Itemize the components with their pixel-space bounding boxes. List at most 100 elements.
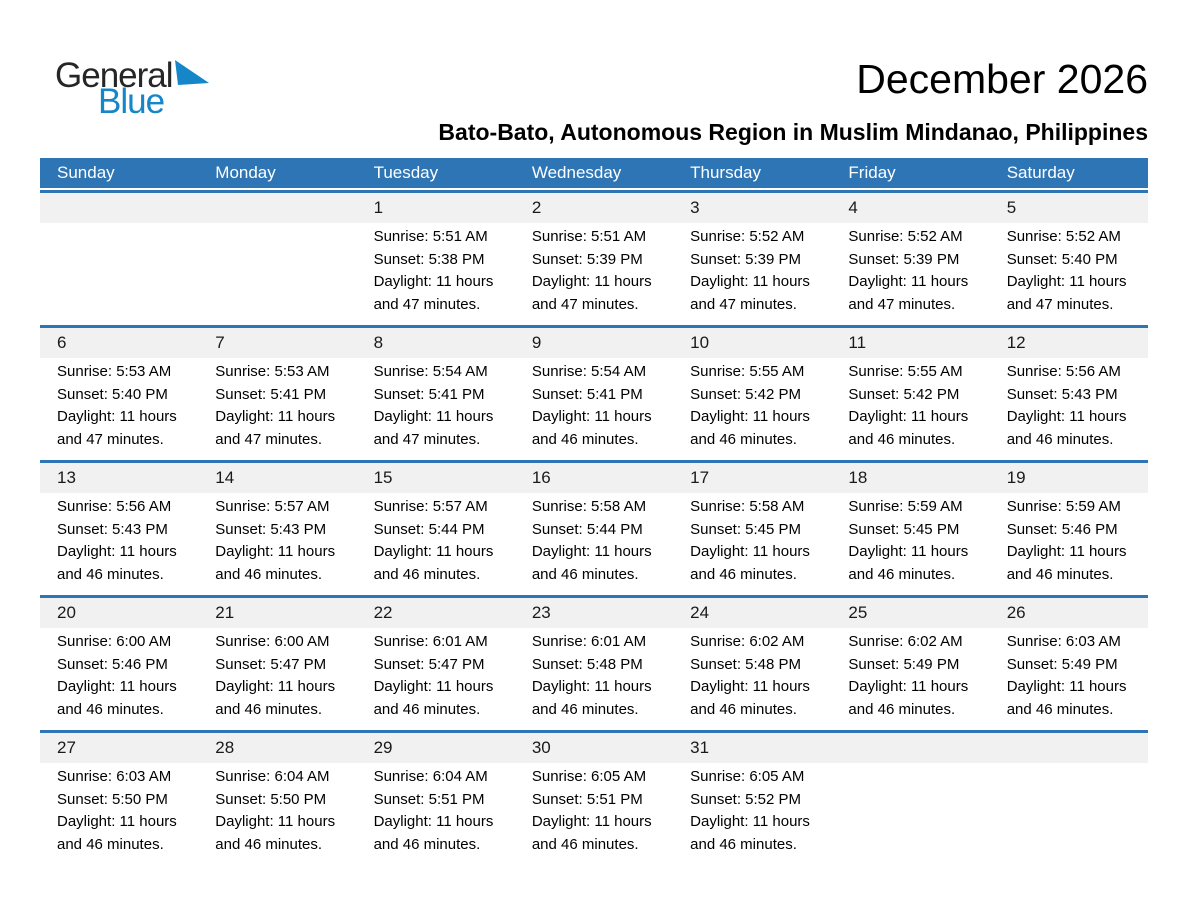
day-info-line: Sunset: 5:44 PM (531, 520, 643, 538)
day-number-17: 17 (690, 468, 710, 487)
day-cell-27: Sunrise: 6:03 AM Sunset: 5:50 PM Daylight:… (40, 763, 198, 865)
day-cell-1: Sunrise: 5:51 AM Sunset: 5:38 PM Daylight:… (357, 223, 515, 325)
day-info-line: and 46 minutes. (690, 835, 797, 853)
day-info-line: Sunset: 5:41 PM (373, 385, 485, 403)
day-info-line: and 47 minutes. (215, 430, 323, 448)
day-cell-3: Sunrise: 5:52 AM Sunset: 5:39 PM Daylight:… (673, 223, 831, 325)
day-info-line: Sunrise: 5:54 AM (531, 363, 647, 380)
week-row: 27 28 29 30 31 Sunrise: 6:03 AM Sunset: 5:50 P… (40, 730, 1148, 865)
day-info-line: Sunrise: 5:53 AM (215, 363, 330, 380)
day-info-row: Sunrise: 6:03 AM Sunset: 5:50 PM Daylight:… (40, 763, 1148, 865)
day-number-19: 19 (1006, 468, 1026, 487)
day-info-line: Sunrise: 6:05 AM (690, 768, 805, 785)
day-info-line: Sunset: 5:39 PM (848, 250, 960, 268)
day-info-line: Sunrise: 5:59 AM (848, 498, 963, 515)
day-number-empty (831, 733, 989, 763)
day-number-3: 3 (690, 198, 700, 217)
day-info-line: and 46 minutes. (690, 700, 797, 718)
day-number-26: 26 (1006, 603, 1026, 622)
logo-text-blue: Blue (98, 82, 165, 121)
day-info-line: and 47 minutes. (690, 295, 797, 313)
day-number-23: 23 (531, 603, 551, 622)
day-number-8: 8 (373, 333, 384, 352)
day-info-line: Sunset: 5:43 PM (215, 520, 327, 538)
day-info-line: Daylight: 11 hours (1006, 678, 1127, 695)
day-info-line: Daylight: 11 hours (215, 813, 336, 830)
day-number-9: 9 (531, 333, 542, 352)
day-info-line: Sunrise: 5:51 AM (531, 228, 647, 245)
day-cell-12: Sunrise: 5:56 AM Sunset: 5:43 PM Daylight:… (990, 358, 1148, 460)
day-cell-9: Sunrise: 5:54 AM Sunset: 5:41 PM Daylight:… (515, 358, 673, 460)
day-cell-31: Sunrise: 6:05 AM Sunset: 5:52 PM Daylight:… (673, 763, 831, 865)
day-cell-20: Sunrise: 6:00 AM Sunset: 5:46 PM Daylight:… (40, 628, 198, 730)
day-cell-5: Sunrise: 5:52 AM Sunset: 5:40 PM Daylight:… (990, 223, 1148, 325)
day-info-line: Sunrise: 5:58 AM (531, 498, 647, 515)
logo-text-general: General (55, 56, 174, 95)
day-info-line: and 46 minutes. (373, 565, 481, 583)
day-cell-23: Sunrise: 6:01 AM Sunset: 5:48 PM Daylight:… (515, 628, 673, 730)
day-info-line: Daylight: 11 hours (848, 273, 969, 290)
day-info-line: Daylight: 11 hours (215, 543, 336, 560)
day-info-line: Daylight: 11 hours (57, 813, 177, 830)
day-number-13: 13 (57, 468, 76, 487)
day-info-line: Daylight: 11 hours (215, 408, 336, 425)
day-info-line: and 46 minutes. (531, 835, 639, 853)
day-number-2: 2 (531, 198, 542, 217)
day-info-line: Sunset: 5:39 PM (690, 250, 802, 268)
day-info-line: and 47 minutes. (57, 430, 164, 448)
general-blue-logo: General Blue (55, 58, 209, 119)
day-number-29: 29 (373, 738, 393, 757)
day-info-line: Sunrise: 5:59 AM (1006, 498, 1121, 515)
day-number-31: 31 (690, 738, 710, 757)
day-info-line: and 46 minutes. (848, 430, 956, 448)
day-cell-24: Sunrise: 6:02 AM Sunset: 5:48 PM Daylight:… (673, 628, 831, 730)
day-info-line: and 47 minutes. (848, 295, 956, 313)
day-number-15: 15 (373, 468, 393, 487)
day-cell-15: Sunrise: 5:57 AM Sunset: 5:44 PM Daylight:… (357, 493, 515, 595)
day-info-line: Sunrise: 6:00 AM (57, 633, 172, 650)
day-info-line: Sunset: 5:49 PM (848, 655, 960, 673)
day-info-line: Daylight: 11 hours (848, 543, 969, 560)
day-info-line: Daylight: 11 hours (373, 543, 494, 560)
weekday-header-row: Sunday Monday Tuesday Wednesday Thursday Frid… (40, 158, 1148, 188)
day-info-row: Sunrise: 5:51 AM Sunset: 5:38 PM Daylight:… (40, 223, 1148, 325)
day-number-18: 18 (848, 468, 868, 487)
day-info-line: and 46 minutes. (1006, 700, 1114, 718)
day-number-22: 22 (373, 603, 393, 622)
day-cell-empty (40, 223, 198, 325)
day-info-line: and 47 minutes. (1006, 295, 1114, 313)
day-number-21: 21 (215, 603, 235, 622)
weekday-header-saturday: Saturday (1006, 163, 1075, 182)
week-row: 20 21 22 23 24 25 26 Sunrise: 6:00 AM Sunset: 5:… (40, 595, 1148, 730)
day-info-line: and 46 minutes. (848, 565, 956, 583)
day-info-line: Sunset: 5:38 PM (373, 250, 485, 268)
day-cell-28: Sunrise: 6:04 AM Sunset: 5:50 PM Daylight:… (198, 763, 356, 865)
day-info-line: and 46 minutes. (690, 565, 797, 583)
day-info-line: Daylight: 11 hours (848, 408, 969, 425)
day-info-line: Sunrise: 5:57 AM (373, 498, 488, 515)
day-info-line: Daylight: 11 hours (373, 813, 494, 830)
day-info-line: and 47 minutes. (531, 295, 639, 313)
day-number-27: 27 (57, 738, 76, 757)
day-info-line: Daylight: 11 hours (690, 543, 810, 560)
day-info-line: Daylight: 11 hours (531, 273, 652, 290)
day-info-line: and 46 minutes. (215, 835, 323, 853)
day-cell-14: Sunrise: 5:57 AM Sunset: 5:43 PM Daylight:… (198, 493, 356, 595)
day-info-line: and 46 minutes. (690, 430, 797, 448)
week-row: 1 2 3 4 5 Sunrise: 5:51 AM Sunset: 5:38 PM Dayl… (40, 190, 1148, 325)
day-info-line: Sunrise: 6:01 AM (373, 633, 488, 650)
day-info-line: Sunset: 5:46 PM (1006, 520, 1118, 538)
day-info-line: Sunset: 5:49 PM (1006, 655, 1118, 673)
day-info-line: Daylight: 11 hours (690, 273, 810, 290)
day-cell-empty (198, 223, 356, 325)
day-info-line: Sunrise: 6:04 AM (373, 768, 488, 785)
day-info-line: Sunset: 5:50 PM (215, 790, 327, 808)
day-cell-17: Sunrise: 5:58 AM Sunset: 5:45 PM Daylight:… (673, 493, 831, 595)
day-info-line: Daylight: 11 hours (531, 543, 652, 560)
day-info-line: Daylight: 11 hours (690, 678, 810, 695)
day-cell-25: Sunrise: 6:02 AM Sunset: 5:49 PM Daylight:… (831, 628, 989, 730)
day-info-line: Sunset: 5:51 PM (531, 790, 643, 808)
day-cell-4: Sunrise: 5:52 AM Sunset: 5:39 PM Daylight:… (831, 223, 989, 325)
day-number-20: 20 (57, 603, 76, 622)
day-number-25: 25 (848, 603, 868, 622)
